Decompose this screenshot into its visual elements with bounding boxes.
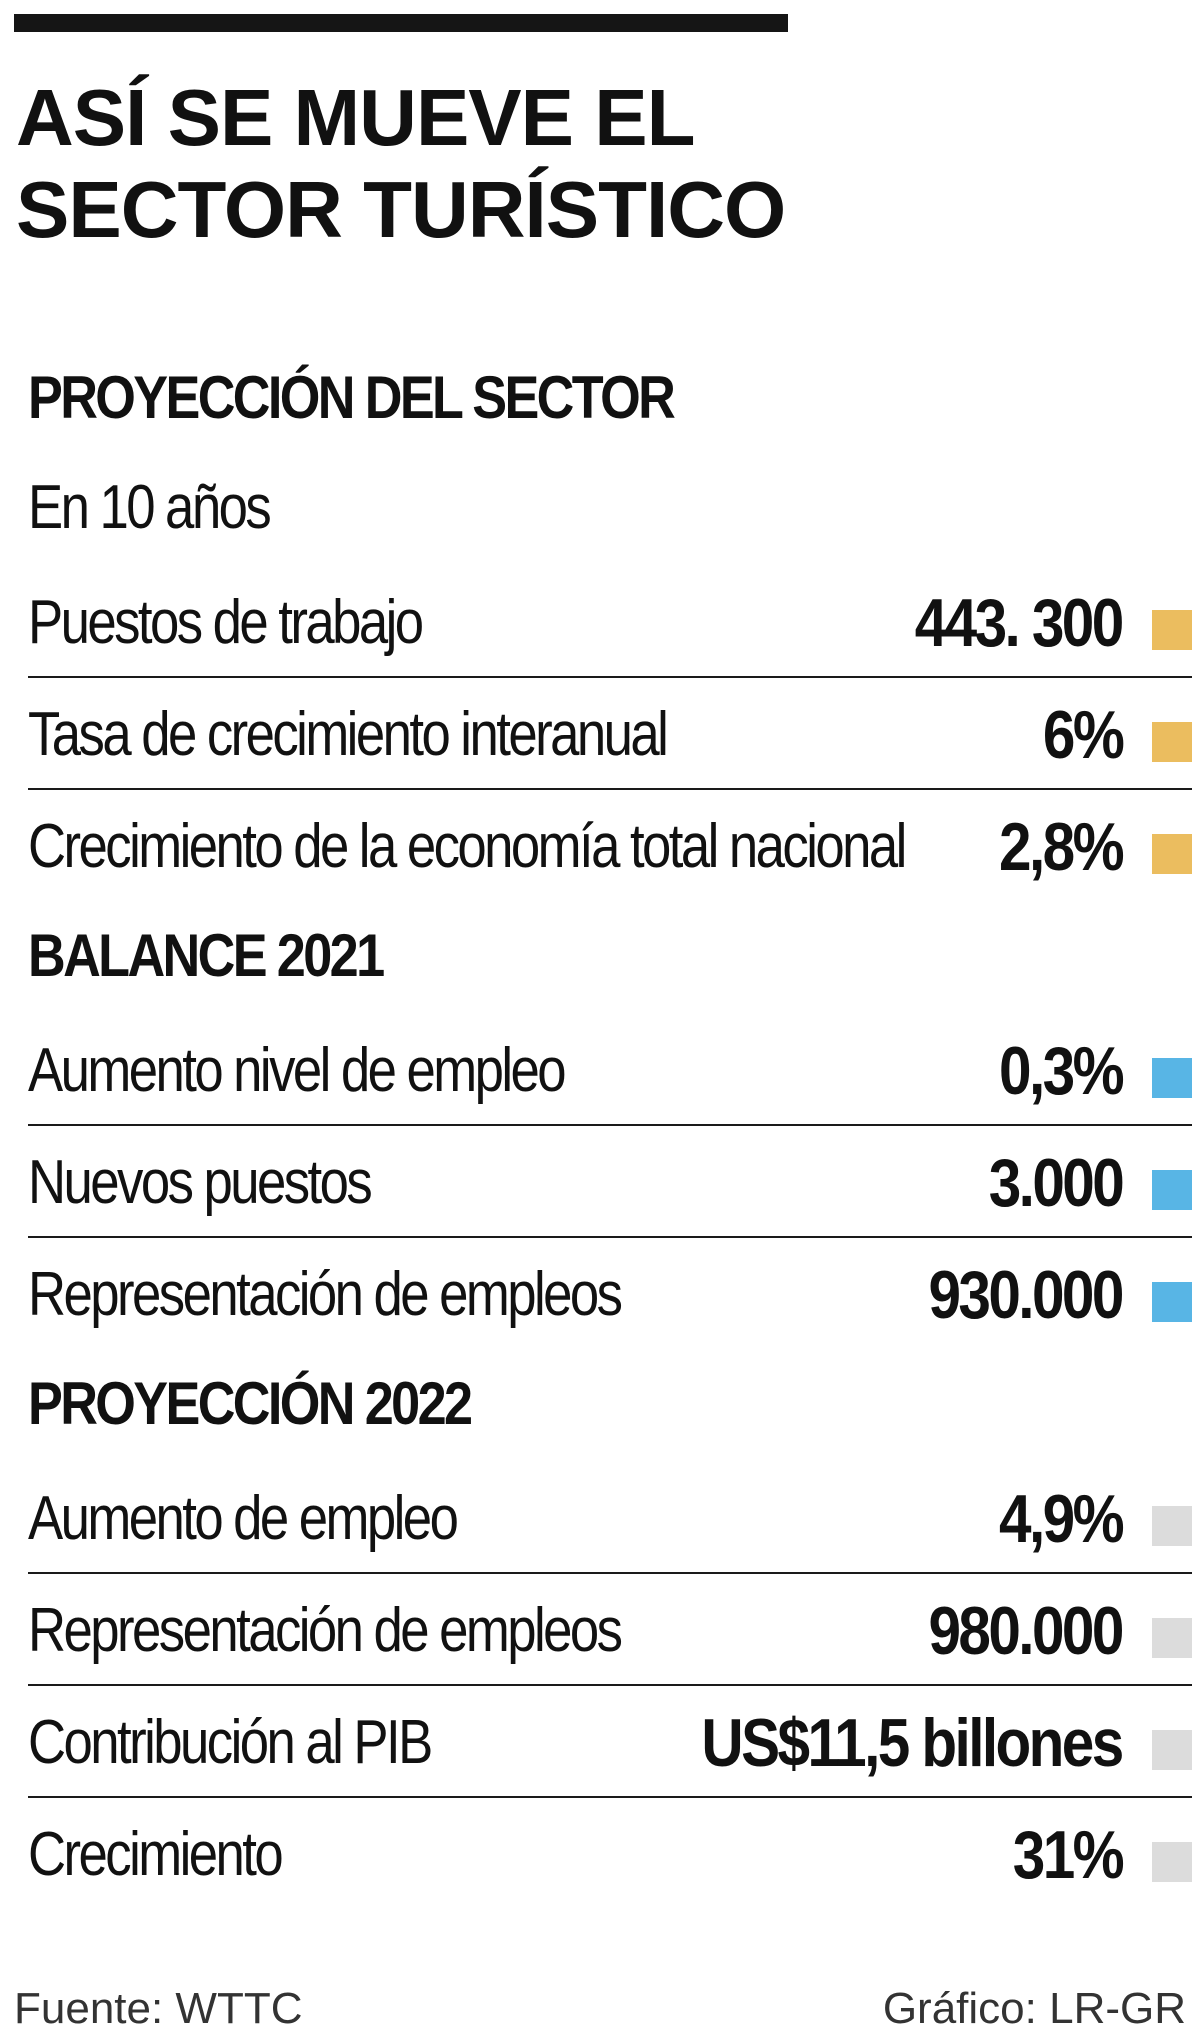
gray-square-marker [1152, 1506, 1192, 1546]
yellow-square-marker [1152, 610, 1192, 650]
gray-square-marker [1152, 1618, 1192, 1658]
row-value: 3.000 [988, 1145, 1125, 1221]
row-value: 31% [1012, 1817, 1125, 1893]
title-line-1: ASÍ SE MUEVE EL [16, 73, 695, 162]
title-line-2: SECTOR TURÍSTICO [16, 165, 786, 254]
section-heading-proyeccion-2022: PROYECCIÓN 2022 [28, 1370, 473, 1437]
table-row: Contribución al PIB US$11,5 billones [28, 1684, 1192, 1798]
table-row: Puestos de trabajo 443. 300 [28, 564, 1192, 678]
blue-square-marker [1152, 1170, 1192, 1210]
table-row: Aumento de empleo 4,9% [28, 1460, 1192, 1574]
section-heading-balance-2021: BALANCE 2021 [28, 922, 385, 989]
row-value: 4,9% [999, 1481, 1125, 1557]
row-value: 2,8% [999, 809, 1125, 885]
row-value: 6% [1042, 697, 1125, 773]
row-label: Crecimiento [28, 1820, 284, 1889]
yellow-square-marker [1152, 834, 1192, 874]
row-label: Contribución al PIB [28, 1708, 433, 1777]
row-label: Crecimiento de la economía total naciona… [28, 812, 907, 881]
table-row: Representación de empleos 930.000 [28, 1236, 1192, 1348]
graphic-credit: Gráfico: LR-GR [882, 1984, 1186, 2033]
row-label: Representación de empleos [28, 1596, 623, 1665]
top-rule [14, 14, 788, 32]
row-value: 980.000 [928, 1593, 1125, 1669]
blue-square-marker [1152, 1282, 1192, 1322]
row-label: Nuevos puestos [28, 1148, 373, 1217]
yellow-square-marker [1152, 722, 1192, 762]
table-row: Tasa de crecimiento interanual 6% [28, 676, 1192, 790]
table-row: Nuevos puestos 3.000 [28, 1124, 1192, 1238]
blue-square-marker [1152, 1058, 1192, 1098]
row-label: Tasa de crecimiento interanual [28, 700, 669, 769]
row-label: Aumento de empleo [28, 1484, 459, 1553]
gray-square-marker [1152, 1842, 1192, 1882]
row-label: Puestos de trabajo [28, 588, 424, 657]
row-value: 0,3% [999, 1033, 1125, 1109]
table-row: Aumento nivel de empleo 0,3% [28, 1012, 1192, 1126]
table-row: Crecimiento 31% [28, 1796, 1192, 1908]
page-title: ASÍ SE MUEVE EL SECTOR TURÍSTICO [16, 72, 786, 256]
source-note: Fuente: WTTC [14, 1984, 303, 2033]
row-value: 930.000 [928, 1257, 1125, 1333]
gray-square-marker [1152, 1730, 1192, 1770]
row-value: US$11,5 billones [701, 1705, 1125, 1781]
section-subheading: En 10 años [28, 473, 272, 542]
table-row: Crecimiento de la economía total naciona… [28, 788, 1192, 900]
table-row: Representación de empleos 980.000 [28, 1572, 1192, 1686]
row-label: Representación de empleos [28, 1260, 623, 1329]
row-label: Aumento nivel de empleo [28, 1036, 567, 1105]
section-heading-proyeccion-sector: PROYECCIÓN DEL SECTOR [28, 364, 676, 431]
row-value: 443. 300 [914, 585, 1125, 661]
